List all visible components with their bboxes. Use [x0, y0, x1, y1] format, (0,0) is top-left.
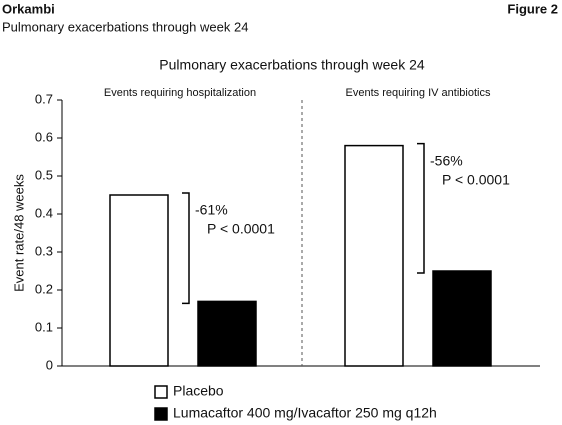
bar: [109, 194, 169, 367]
chart-title: Pulmonary exacerbations through week 24: [159, 57, 425, 73]
header-subtitle: Pulmonary exacerbations through week 24: [2, 19, 248, 34]
y-axis-label: Event rate/48 weeks: [11, 174, 26, 292]
annotation-change: -56%: [430, 152, 463, 168]
panel-label: Events requiring hospitalization: [104, 87, 256, 99]
legend-label: Placebo: [173, 383, 224, 399]
y-tick-label: 0.4: [35, 205, 53, 220]
y-tick-label: 0.6: [35, 129, 53, 144]
bar: [197, 300, 257, 367]
legend-swatch: [154, 385, 168, 399]
header-title: Orkambi: [2, 1, 55, 16]
y-tick-label: 0.7: [35, 91, 53, 106]
bar: [344, 144, 404, 367]
legend-label: Lumacaftor 400 mg/Ivacaftor 250 mg q12h: [173, 405, 437, 421]
y-tick-label: 0: [46, 357, 53, 372]
legend-swatch: [154, 407, 168, 421]
annotation-p: P < 0.0001: [442, 171, 510, 187]
annotation-change: -61%: [195, 202, 228, 218]
y-tick-label: 0.5: [35, 167, 53, 182]
y-tick-label: 0.3: [35, 243, 53, 258]
bracket: [182, 192, 190, 305]
bracket: [417, 142, 425, 274]
y-tick-label: 0.1: [35, 319, 53, 334]
panel-label: Events requiring IV antibiotics: [346, 87, 491, 99]
figure-label: Figure 2: [507, 1, 558, 16]
annotation-p: P < 0.0001: [207, 221, 275, 237]
bar: [432, 270, 492, 367]
y-tick-label: 0.2: [35, 281, 53, 296]
